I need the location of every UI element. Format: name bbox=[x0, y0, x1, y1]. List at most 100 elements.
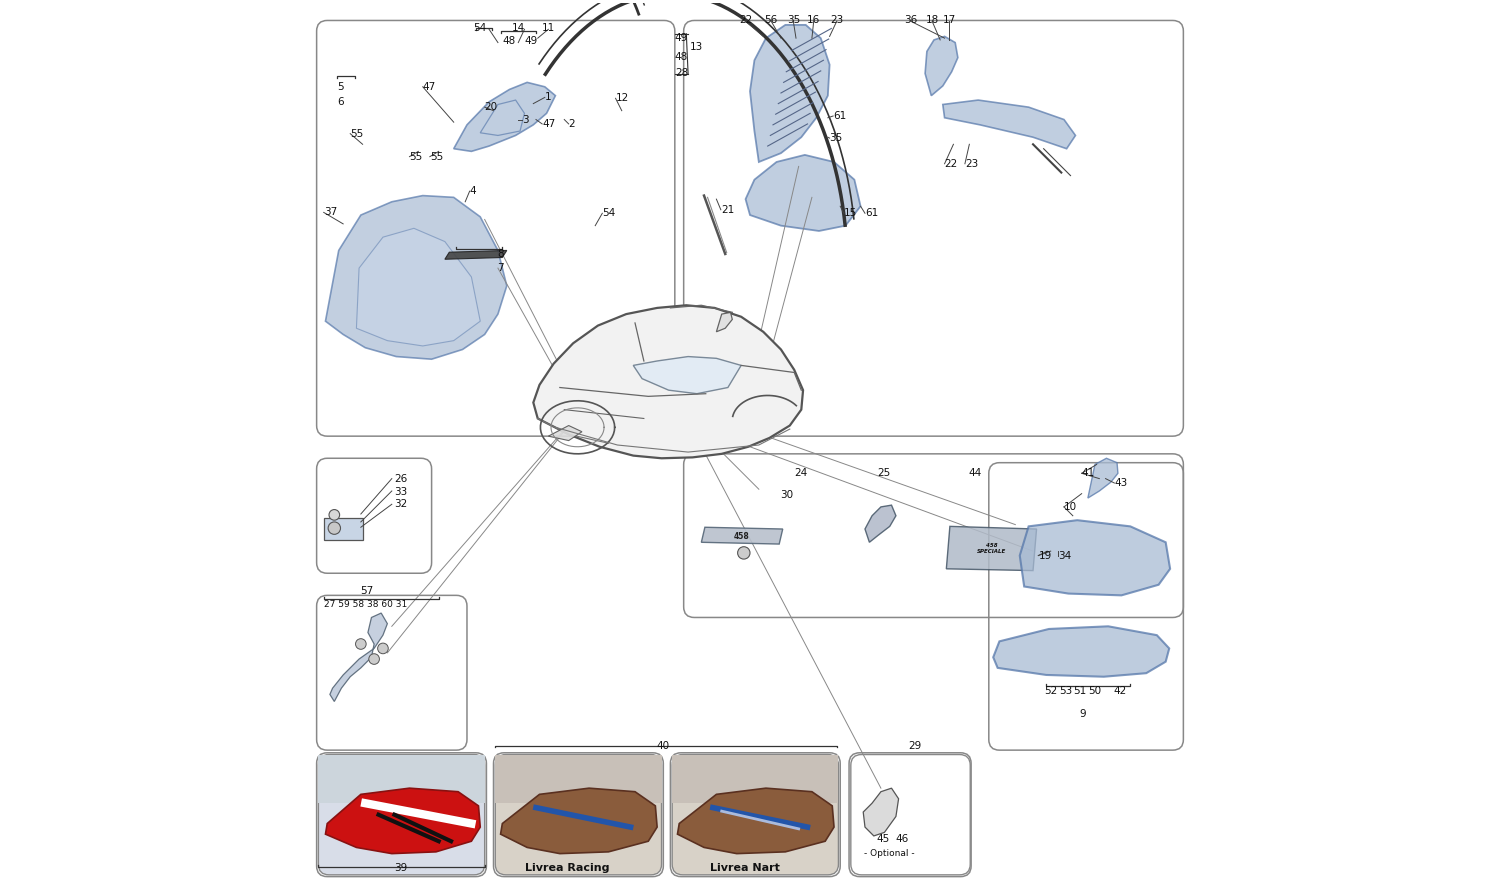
Text: 50: 50 bbox=[1089, 686, 1101, 696]
Text: 20: 20 bbox=[484, 102, 498, 112]
Polygon shape bbox=[750, 25, 830, 162]
Text: 52: 52 bbox=[1044, 686, 1058, 696]
Text: 29: 29 bbox=[908, 740, 921, 750]
Text: 45: 45 bbox=[878, 834, 890, 844]
Text: 27 59 58 38 60 31: 27 59 58 38 60 31 bbox=[324, 600, 406, 609]
Text: 30: 30 bbox=[780, 490, 794, 500]
Text: 458
SPECIALE: 458 SPECIALE bbox=[976, 543, 1006, 554]
Text: 28: 28 bbox=[675, 68, 688, 77]
Bar bbox=[672, 755, 838, 803]
Text: 3: 3 bbox=[522, 115, 528, 125]
Polygon shape bbox=[862, 789, 898, 836]
Text: 55: 55 bbox=[410, 151, 423, 162]
Text: 41: 41 bbox=[1082, 468, 1095, 478]
Circle shape bbox=[328, 522, 340, 534]
Text: 18: 18 bbox=[926, 15, 939, 26]
Polygon shape bbox=[944, 100, 1076, 149]
Text: 16: 16 bbox=[807, 15, 820, 26]
Text: 12: 12 bbox=[615, 93, 628, 103]
Text: 2: 2 bbox=[568, 119, 576, 129]
Polygon shape bbox=[480, 100, 525, 135]
Text: 7: 7 bbox=[498, 263, 504, 273]
Bar bbox=[324, 517, 363, 539]
Polygon shape bbox=[1088, 458, 1118, 498]
Text: 5: 5 bbox=[338, 82, 344, 92]
Text: 53: 53 bbox=[1059, 686, 1072, 696]
Text: 8: 8 bbox=[498, 249, 504, 259]
Polygon shape bbox=[865, 506, 895, 542]
Text: 36: 36 bbox=[904, 15, 918, 26]
Text: 46: 46 bbox=[896, 834, 909, 844]
Polygon shape bbox=[534, 305, 802, 458]
Polygon shape bbox=[326, 196, 507, 360]
Text: 17: 17 bbox=[942, 15, 956, 26]
Circle shape bbox=[328, 510, 339, 520]
Polygon shape bbox=[946, 526, 1036, 570]
Text: 43: 43 bbox=[1114, 478, 1128, 488]
Text: Livrea Nart: Livrea Nart bbox=[710, 862, 780, 873]
Text: 35: 35 bbox=[786, 15, 800, 26]
Text: 4: 4 bbox=[470, 186, 477, 196]
Text: 23: 23 bbox=[964, 158, 978, 169]
Polygon shape bbox=[330, 613, 387, 701]
Text: 19: 19 bbox=[1038, 551, 1052, 561]
Text: 33: 33 bbox=[394, 487, 408, 497]
Polygon shape bbox=[633, 357, 741, 393]
Polygon shape bbox=[501, 789, 657, 854]
Text: 55: 55 bbox=[430, 151, 442, 162]
Text: 14: 14 bbox=[512, 23, 525, 34]
Polygon shape bbox=[993, 627, 1168, 676]
Bar bbox=[318, 755, 484, 803]
Text: 21: 21 bbox=[722, 205, 734, 214]
Polygon shape bbox=[446, 250, 507, 259]
Text: 57: 57 bbox=[360, 586, 374, 596]
Polygon shape bbox=[746, 155, 861, 231]
FancyBboxPatch shape bbox=[318, 755, 484, 875]
Text: 40: 40 bbox=[657, 740, 670, 750]
Text: 15: 15 bbox=[844, 208, 856, 218]
Text: 6: 6 bbox=[338, 97, 344, 107]
Text: 61: 61 bbox=[865, 208, 877, 218]
Bar bbox=[495, 755, 662, 803]
Text: 11: 11 bbox=[542, 23, 555, 34]
Polygon shape bbox=[549, 425, 582, 441]
FancyBboxPatch shape bbox=[672, 755, 838, 875]
Polygon shape bbox=[326, 789, 480, 854]
Polygon shape bbox=[357, 229, 480, 346]
Text: 39: 39 bbox=[394, 862, 408, 873]
Text: 49: 49 bbox=[524, 36, 537, 45]
Text: 49: 49 bbox=[675, 33, 688, 43]
Text: 458: 458 bbox=[734, 531, 750, 540]
Text: 13: 13 bbox=[690, 42, 703, 52]
Circle shape bbox=[378, 643, 388, 654]
Polygon shape bbox=[717, 312, 732, 332]
FancyBboxPatch shape bbox=[495, 755, 662, 875]
Circle shape bbox=[738, 546, 750, 559]
Text: 22: 22 bbox=[945, 158, 958, 169]
Text: 48: 48 bbox=[503, 36, 516, 45]
Text: 42: 42 bbox=[1113, 686, 1126, 696]
Text: 34: 34 bbox=[1058, 551, 1071, 561]
Text: 9: 9 bbox=[1078, 708, 1086, 719]
Text: 48: 48 bbox=[675, 52, 688, 61]
Text: 10: 10 bbox=[1064, 502, 1077, 512]
Text: 32: 32 bbox=[394, 499, 408, 509]
Text: 25: 25 bbox=[878, 468, 890, 478]
Circle shape bbox=[369, 654, 380, 664]
Polygon shape bbox=[678, 789, 834, 854]
Text: 1: 1 bbox=[544, 93, 552, 102]
Polygon shape bbox=[926, 36, 958, 95]
Text: 54: 54 bbox=[603, 208, 615, 218]
Polygon shape bbox=[453, 83, 555, 151]
Text: 26: 26 bbox=[394, 473, 408, 483]
Text: 47: 47 bbox=[423, 82, 436, 92]
Text: - Optional -: - Optional - bbox=[864, 849, 915, 858]
Polygon shape bbox=[1020, 520, 1170, 595]
Text: 47: 47 bbox=[542, 119, 555, 129]
Text: Livrea Racing: Livrea Racing bbox=[525, 862, 609, 873]
Circle shape bbox=[356, 639, 366, 650]
Polygon shape bbox=[702, 527, 783, 544]
Text: 44: 44 bbox=[969, 468, 982, 478]
Text: 51: 51 bbox=[1074, 686, 1086, 696]
Text: 61: 61 bbox=[833, 111, 846, 121]
